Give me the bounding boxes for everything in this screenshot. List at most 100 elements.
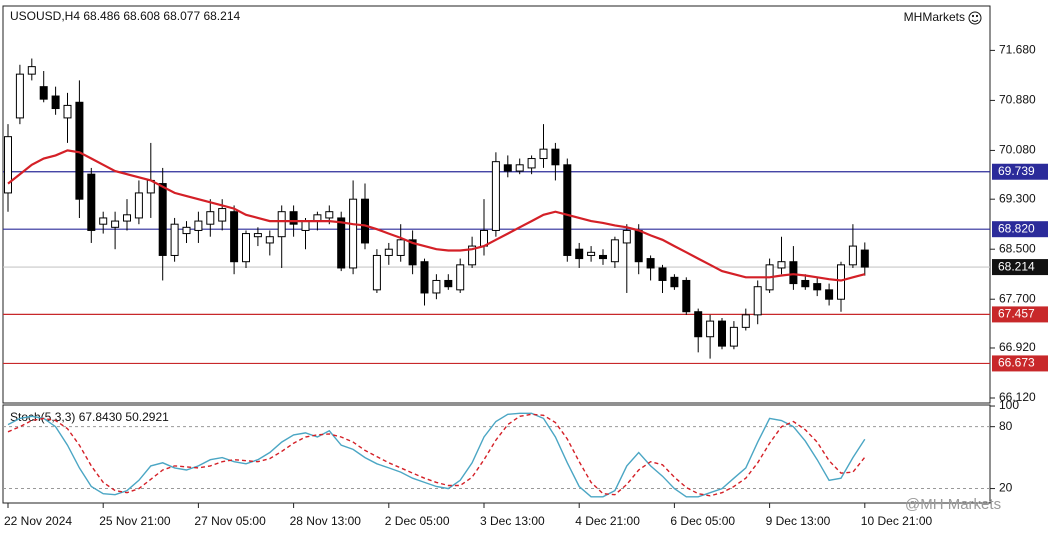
x-tick-label: 22 Nov 2024: [4, 514, 72, 528]
y-tick-label: 67.700: [999, 291, 1036, 305]
candle-body: [158, 183, 167, 256]
candle-body: [610, 239, 619, 263]
level-label: 66.673: [998, 356, 1035, 370]
candle-body: [289, 211, 298, 225]
level-label-box: [992, 355, 1048, 372]
x-tick-label: 27 Nov 05:00: [194, 514, 266, 528]
y-tick-label: 100: [999, 398, 1019, 412]
level-label: 68.214: [998, 259, 1035, 273]
candle-body: [801, 279, 810, 288]
candle-body: [753, 286, 762, 316]
candle-body: [384, 248, 393, 256]
candle-body: [134, 192, 143, 219]
candle-body: [194, 220, 203, 231]
candle-body: [860, 249, 869, 268]
candle-body: [337, 217, 346, 269]
candle-body: [587, 251, 596, 256]
candle-body: [253, 233, 262, 238]
candle-body: [777, 261, 786, 269]
moving-average: [7, 149, 866, 282]
candle-body: [503, 164, 512, 172]
candle-body: [622, 229, 631, 244]
candle-body: [4, 136, 12, 194]
candle-body: [741, 314, 750, 328]
candle-body: [242, 233, 250, 263]
x-tick-label: 25 Nov 21:00: [99, 514, 171, 528]
level-label: 67.457: [998, 307, 1035, 321]
candle-body: [408, 239, 417, 266]
candle-body: [230, 211, 239, 263]
candle-body: [349, 198, 358, 269]
y-tick-label: 71.680: [999, 43, 1036, 57]
x-tick-label: 6 Dec 05:00: [670, 514, 735, 528]
y-tick-label: 68.500: [999, 241, 1036, 255]
candle-body: [539, 148, 548, 160]
level-label: 69.739: [998, 164, 1035, 178]
y-tick-label: 20: [999, 481, 1013, 495]
x-tick-label: 3 Dec 13:00: [480, 514, 545, 528]
brand: MHMarkets: [904, 10, 965, 24]
candle-body: [123, 214, 131, 222]
candle-body: [277, 211, 286, 238]
x-tick-label: 10 Dec 21:00: [861, 514, 933, 528]
level-label-box: [992, 221, 1048, 238]
x-tick-label: 2 Dec 05:00: [385, 514, 450, 528]
stoch-panel: [2, 404, 991, 504]
y-tick-label: 80: [999, 419, 1013, 433]
candle-body: [729, 326, 738, 347]
x-tick-label: 9 Dec 13:00: [766, 514, 831, 528]
candle-body: [706, 320, 715, 338]
candle-body: [372, 254, 381, 291]
candle-body: [789, 261, 798, 285]
candle-body: [634, 229, 643, 263]
chart-title: USOUSD,H4 68.486 68.608 68.077 68.214: [10, 9, 240, 23]
watermark: @MH Markets: [905, 496, 1001, 513]
candle-body: [75, 101, 84, 200]
candle-body: [361, 198, 369, 244]
y-tick-label: 70.080: [999, 143, 1036, 157]
candle-body: [813, 283, 822, 291]
candle-body: [206, 211, 215, 225]
y-tick-label: 70.880: [999, 93, 1036, 107]
candle-body: [396, 239, 405, 256]
candle-body: [301, 220, 310, 231]
candle-body: [420, 261, 429, 294]
candle-body: [15, 73, 24, 119]
candle-body: [182, 226, 191, 235]
x-tick-label: 4 Dec 21:00: [575, 514, 640, 528]
brand-icon: [968, 11, 982, 25]
candle-body: [825, 289, 834, 300]
candle-body: [99, 217, 108, 225]
candle-body: [63, 104, 72, 119]
candle-body: [551, 148, 560, 166]
stoch-line: [7, 413, 866, 497]
candle-body: [515, 164, 524, 172]
candle-body: [468, 245, 477, 266]
candle-body: [599, 254, 607, 260]
level-label-box: [992, 163, 1048, 180]
candle-body: [87, 173, 96, 231]
candle-body: [848, 245, 857, 266]
candle-body: [218, 208, 227, 222]
candles: [4, 58, 869, 359]
candle-body: [682, 279, 691, 313]
level-label-box: [992, 306, 1048, 323]
main-panel: [2, 5, 991, 404]
candle-body: [837, 264, 845, 300]
x-tick-label: 28 Nov 13:00: [290, 514, 362, 528]
candle-body: [575, 248, 584, 260]
candle-body: [694, 311, 703, 338]
candle-body: [170, 223, 179, 256]
y-tick-label: 69.300: [999, 191, 1036, 205]
candle-body: [646, 258, 655, 269]
y-tick-label: 66.920: [999, 340, 1036, 354]
candle-body: [670, 276, 679, 288]
candle-body: [444, 279, 453, 288]
candle-body: [51, 95, 60, 110]
candle-body: [27, 66, 36, 75]
candle-body: [265, 236, 274, 244]
stoch-line: [7, 412, 866, 498]
candle-body: [432, 279, 441, 294]
candle-body: [658, 267, 667, 281]
candle-body: [718, 320, 726, 347]
